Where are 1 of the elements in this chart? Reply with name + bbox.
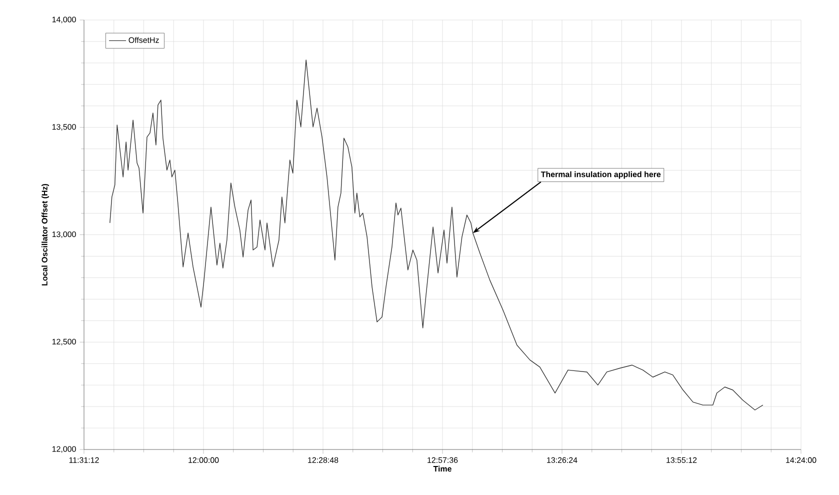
line-series xyxy=(110,60,764,410)
